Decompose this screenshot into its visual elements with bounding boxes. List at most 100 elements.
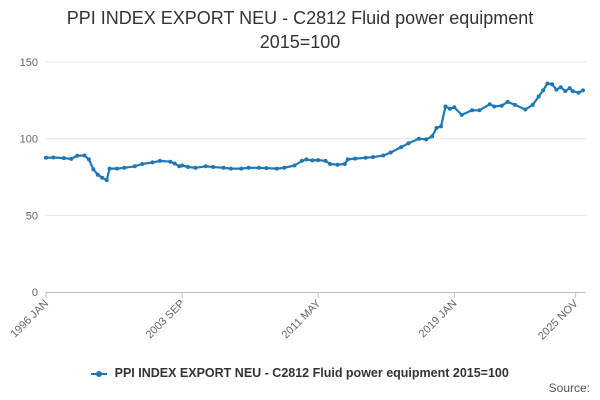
data-point[interactable]	[430, 134, 435, 139]
data-point[interactable]	[570, 89, 575, 94]
data-point[interactable]	[381, 153, 386, 158]
data-point[interactable]	[353, 156, 358, 161]
x-tick-label: 1996 JAN	[8, 298, 51, 341]
data-point[interactable]	[168, 159, 173, 164]
data-point[interactable]	[499, 103, 504, 108]
y-tick-label: 100	[20, 134, 38, 146]
y-axis-tick-labels: 0 50 100 150	[20, 57, 38, 299]
data-point[interactable]	[536, 94, 541, 99]
x-tick-label: 2025 NOV	[536, 297, 581, 342]
x-axis	[45, 292, 586, 298]
data-point[interactable]	[447, 106, 452, 111]
data-point[interactable]	[363, 155, 368, 160]
data-point[interactable]	[132, 164, 137, 169]
legend[interactable]: PPI INDEX EXPORT NEU - C2812 Fluid power…	[0, 364, 600, 382]
data-point[interactable]	[122, 165, 127, 170]
data-point[interactable]	[186, 165, 190, 169]
data-point[interactable]	[44, 155, 48, 160]
data-point[interactable]	[443, 104, 448, 109]
chart-title: PPI INDEX EXPORT NEU - C2812 Fluid power…	[66, 8, 534, 28]
data-point[interactable]	[228, 166, 233, 171]
data-point[interactable]	[541, 88, 546, 93]
x-tick-label: 2019 JAN	[417, 298, 460, 341]
data-point[interactable]	[487, 102, 492, 107]
data-point[interactable]	[107, 166, 112, 171]
data-point[interactable]	[140, 162, 145, 166]
data-point[interactable]	[211, 165, 216, 169]
data-point[interactable]	[550, 82, 554, 87]
data-point[interactable]	[581, 88, 585, 93]
chart-subtitle: 2015=100	[259, 32, 341, 52]
y-tick-label: 150	[20, 57, 38, 69]
data-point[interactable]	[558, 85, 563, 90]
data-point[interactable]	[150, 160, 155, 165]
data-point[interactable]	[304, 157, 309, 162]
y-tick-label: 0	[32, 287, 38, 299]
data-point[interactable]	[554, 87, 559, 92]
data-point[interactable]	[323, 158, 328, 163]
x-axis-tick-labels: 1996 JAN 2003 SEP 2011 MAY 2019 JAN 2025 NOV	[8, 297, 581, 342]
x-tick-label: 2003 SEP	[144, 298, 188, 342]
data-point[interactable]	[274, 166, 279, 171]
data-point[interactable]	[388, 150, 393, 155]
data-point[interactable]	[246, 165, 251, 170]
data-point[interactable]	[530, 102, 535, 107]
data-point[interactable]	[257, 165, 261, 170]
data-point[interactable]	[470, 108, 475, 113]
data-point[interactable]	[416, 136, 421, 141]
data-point[interactable]	[264, 166, 269, 171]
data-point[interactable]	[82, 153, 87, 158]
data-point[interactable]	[342, 162, 347, 166]
data-point[interactable]	[69, 156, 74, 161]
data-point[interactable]	[100, 175, 105, 180]
data-point[interactable]	[439, 124, 443, 129]
x-tick-label: 2011 MAY	[280, 297, 324, 341]
data-point[interactable]	[180, 163, 185, 168]
data-point[interactable]	[310, 158, 315, 163]
data-point[interactable]	[328, 162, 333, 166]
data-point[interactable]	[424, 137, 429, 142]
data-point[interactable]	[193, 165, 198, 170]
data-point[interactable]	[91, 167, 96, 172]
data-point[interactable]	[75, 153, 80, 158]
data-point[interactable]	[505, 99, 510, 104]
data-point[interactable]	[316, 158, 321, 163]
legend-swatch-icon	[91, 369, 108, 379]
data-point[interactable]	[452, 105, 457, 110]
data-point[interactable]	[51, 155, 56, 160]
data-point[interactable]	[335, 162, 340, 167]
data-point[interactable]	[203, 164, 208, 169]
data-point[interactable]	[292, 163, 297, 168]
data-point[interactable]	[299, 158, 304, 163]
data-point[interactable]	[459, 112, 464, 117]
data-point[interactable]	[239, 166, 244, 171]
data-point[interactable]	[406, 141, 411, 146]
data-point[interactable]	[567, 86, 572, 91]
chart-title-block: PPI INDEX EXPORT NEU - C2812 Fluid power…	[0, 6, 600, 54]
data-point[interactable]	[563, 89, 568, 94]
data-point[interactable]	[104, 178, 109, 183]
data-point[interactable]	[399, 145, 404, 150]
data-point[interactable]	[61, 156, 66, 161]
data-point[interactable]	[477, 108, 482, 113]
data-point[interactable]	[95, 172, 100, 177]
data-point[interactable]	[221, 165, 226, 170]
data-point[interactable]	[523, 107, 528, 112]
legend-dot	[96, 370, 103, 377]
data-point[interactable]	[172, 161, 177, 166]
data-point[interactable]	[434, 125, 439, 130]
grid-lines	[46, 61, 586, 216]
data-point[interactable]	[545, 81, 550, 86]
data-point[interactable]	[282, 165, 287, 170]
series-line	[45, 82, 584, 182]
data-point[interactable]	[115, 166, 119, 171]
data-point[interactable]	[86, 157, 91, 162]
data-point[interactable]	[492, 104, 497, 109]
data-point[interactable]	[513, 102, 517, 107]
data-point[interactable]	[371, 155, 375, 160]
data-point[interactable]	[345, 157, 350, 162]
data-point[interactable]	[157, 158, 162, 163]
data-point[interactable]	[576, 90, 581, 95]
source-label: Source:	[548, 381, 590, 395]
